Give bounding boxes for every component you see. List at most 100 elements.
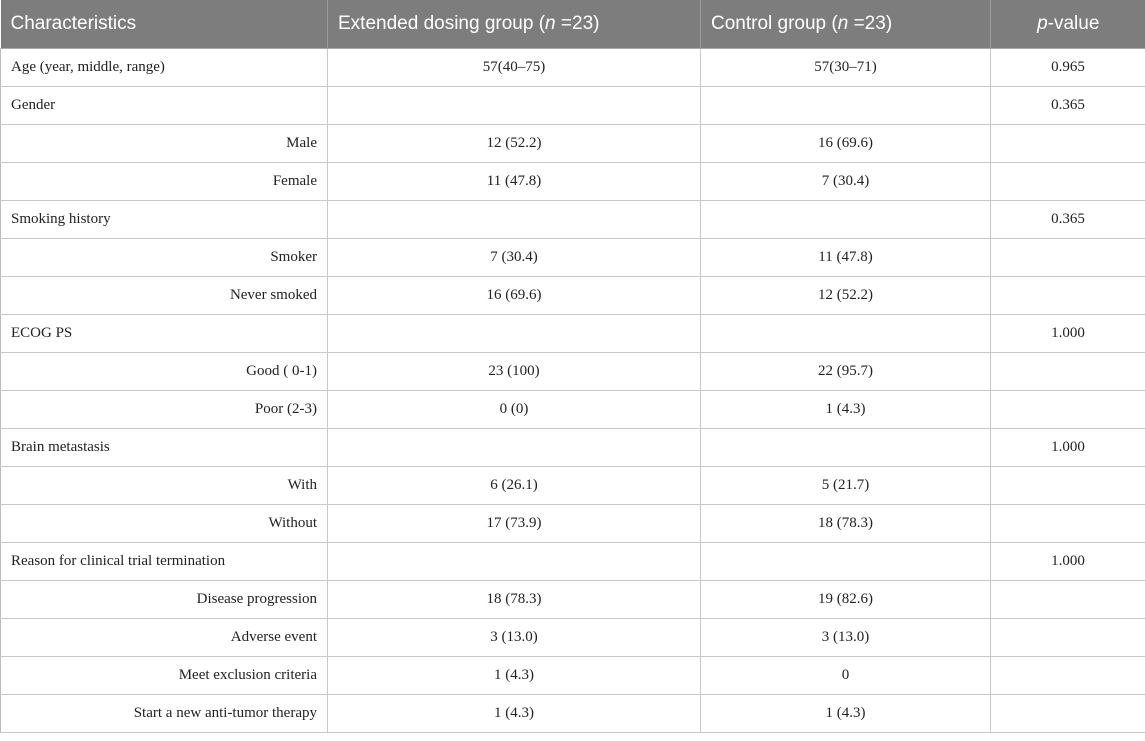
table-row: Reason for clinical trial termination 1.0… xyxy=(0,541,1145,581)
row-label-cell: Female xyxy=(0,161,328,201)
header-p-value: p-value xyxy=(990,0,1145,48)
row-label-cell: Brain metastasis xyxy=(0,427,328,467)
header-control-suffix: =23) xyxy=(848,12,893,34)
p-value-cell: 1.000 xyxy=(990,541,1145,581)
control-value-cell: 3 (13.0) xyxy=(700,617,991,657)
p-value-cell xyxy=(990,693,1145,733)
header-characteristics-text: Characteristics xyxy=(10,12,137,34)
control-value-cell: 19 (82.6) xyxy=(700,579,991,619)
p-value-cell xyxy=(990,617,1145,657)
row-label-cell: ECOG PS xyxy=(0,313,328,353)
p-value-cell xyxy=(990,503,1145,543)
table-row: Meet exclusion criteria 1 (4.3) 0 xyxy=(0,655,1145,695)
header-characteristics: Characteristics xyxy=(0,0,328,48)
header-control-n: n xyxy=(837,12,849,34)
control-value-cell: 11 (47.8) xyxy=(700,237,991,277)
extended-value-cell: 23 (100) xyxy=(327,351,701,391)
extended-value-cell: 16 (69.6) xyxy=(327,275,701,315)
control-value-cell xyxy=(700,541,991,581)
header-extended-prefix: Extended dosing group ( xyxy=(338,12,546,34)
header-control-prefix: Control group ( xyxy=(711,12,838,34)
table-row: Poor (2-3) 0 (0) 1 (4.3) xyxy=(0,389,1145,429)
control-value-cell: 57(30–71) xyxy=(700,47,991,87)
table-row: Without 17 (73.9) 18 (78.3) xyxy=(0,503,1145,543)
row-label-cell: Meet exclusion criteria xyxy=(0,655,328,695)
table-row: Disease progression 18 (78.3) 19 (82.6) xyxy=(0,579,1145,619)
control-value-cell xyxy=(700,85,991,125)
extended-value-cell: 57(40–75) xyxy=(327,47,701,87)
p-value-cell xyxy=(990,351,1145,391)
p-value-cell xyxy=(990,579,1145,619)
p-value-cell: 0.365 xyxy=(990,199,1145,239)
table-row: Good ( 0-1) 23 (100) 22 (95.7) xyxy=(0,351,1145,391)
row-label-cell: Never smoked xyxy=(0,275,328,315)
row-label-cell: With xyxy=(0,465,328,505)
extended-value-cell: 0 (0) xyxy=(327,389,701,429)
row-label-cell: Start a new anti-tumor therapy xyxy=(0,693,328,733)
extended-value-cell: 7 (30.4) xyxy=(327,237,701,277)
table-row: Male 12 (52.2) 16 (69.6) xyxy=(0,123,1145,163)
extended-value-cell xyxy=(327,313,701,353)
table-row: Smoker 7 (30.4) 11 (47.8) xyxy=(0,237,1145,277)
control-value-cell: 12 (52.2) xyxy=(700,275,991,315)
control-value-cell xyxy=(700,199,991,239)
extended-value-cell xyxy=(327,427,701,467)
p-value-cell xyxy=(990,161,1145,201)
header-p-suffix: -value xyxy=(1047,12,1100,34)
extended-value-cell: 11 (47.8) xyxy=(327,161,701,201)
extended-value-cell: 1 (4.3) xyxy=(327,655,701,695)
p-value-cell xyxy=(990,237,1145,277)
header-row: Characteristics Extended dosing group (n… xyxy=(0,0,1145,48)
extended-value-cell xyxy=(327,85,701,125)
control-value-cell: 1 (4.3) xyxy=(700,693,991,733)
p-value-cell xyxy=(990,655,1145,695)
row-label-cell: Reason for clinical trial termination xyxy=(0,541,328,581)
header-p-italic: p xyxy=(1037,12,1048,34)
p-value-cell xyxy=(990,123,1145,163)
control-value-cell: 7 (30.4) xyxy=(700,161,991,201)
header-control: Control group (n =23) xyxy=(700,0,991,48)
p-value-cell xyxy=(990,275,1145,315)
row-label-cell: Smoker xyxy=(0,237,328,277)
row-label-cell: Adverse event xyxy=(0,617,328,657)
row-label-cell: Good ( 0-1) xyxy=(0,351,328,391)
control-value-cell xyxy=(700,313,991,353)
control-value-cell: 5 (21.7) xyxy=(700,465,991,505)
control-value-cell: 22 (95.7) xyxy=(700,351,991,391)
control-value-cell: 18 (78.3) xyxy=(700,503,991,543)
table-row: Gender 0.365 xyxy=(0,85,1145,125)
table-row: With 6 (26.1) 5 (21.7) xyxy=(0,465,1145,505)
header-extended-dosing: Extended dosing group (n =23) xyxy=(327,0,701,48)
control-value-cell xyxy=(700,427,991,467)
control-value-cell: 16 (69.6) xyxy=(700,123,991,163)
extended-value-cell: 1 (4.3) xyxy=(327,693,701,733)
p-value-cell: 0.965 xyxy=(990,47,1145,87)
extended-value-cell: 6 (26.1) xyxy=(327,465,701,505)
p-value-cell xyxy=(990,389,1145,429)
control-value-cell: 1 (4.3) xyxy=(700,389,991,429)
table-row: Female 11 (47.8) 7 (30.4) xyxy=(0,161,1145,201)
row-label-cell: Smoking history xyxy=(0,199,328,239)
row-label-cell: Without xyxy=(0,503,328,543)
table-row: Age (year, middle, range) 57(40–75) 57(30–… xyxy=(0,47,1145,87)
table-row: Never smoked 16 (69.6) 12 (52.2) xyxy=(0,275,1145,315)
extended-value-cell: 12 (52.2) xyxy=(327,123,701,163)
table-body: Age (year, middle, range) 57(40–75) 57(30–… xyxy=(0,47,1145,733)
table-row: Start a new anti-tumor therapy 1 (4.3) 1 (… xyxy=(0,693,1145,733)
row-label-cell: Poor (2-3) xyxy=(0,389,328,429)
row-label-cell: Age (year, middle, range) xyxy=(0,47,328,87)
extended-value-cell: 18 (78.3) xyxy=(327,579,701,619)
table-row: Brain metastasis 1.000 xyxy=(0,427,1145,467)
extended-value-cell: 17 (73.9) xyxy=(327,503,701,543)
row-label-cell: Disease progression xyxy=(0,579,328,619)
header-extended-suffix: =23) xyxy=(555,12,600,34)
extended-value-cell xyxy=(327,541,701,581)
row-label-cell: Male xyxy=(0,123,328,163)
table-row: ECOG PS 1.000 xyxy=(0,313,1145,353)
table-row: Adverse event 3 (13.0) 3 (13.0) xyxy=(0,617,1145,657)
p-value-cell: 0.365 xyxy=(990,85,1145,125)
control-value-cell: 0 xyxy=(700,655,991,695)
p-value-cell: 1.000 xyxy=(990,313,1145,353)
extended-value-cell: 3 (13.0) xyxy=(327,617,701,657)
